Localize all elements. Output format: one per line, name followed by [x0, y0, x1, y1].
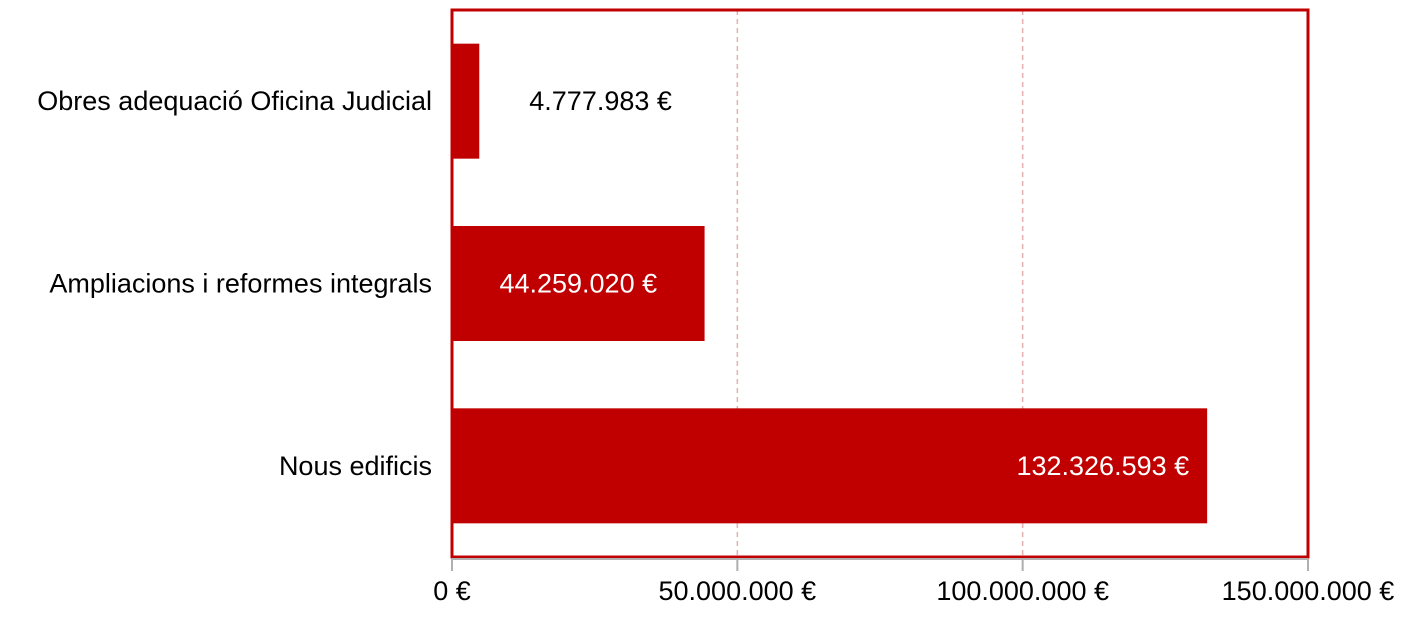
- plot-frame: [450, 8, 1310, 559]
- grid-layer: [736, 10, 1024, 557]
- bar: [452, 43, 480, 159]
- x-tick-label: 100.000.000 €: [936, 576, 1109, 606]
- frame-layer: [450, 8, 1310, 559]
- x-tick-label: 0 €: [433, 576, 471, 606]
- data-label: 4.777.983 €: [529, 86, 672, 116]
- x-tick-label: 50.000.000 €: [659, 576, 817, 606]
- x-tick-label: 150.000.000 €: [1222, 576, 1395, 606]
- data-label: 44.259.020 €: [499, 269, 657, 299]
- label-layer: Obres adequació Oficina Judicial 4.777.98…: [37, 86, 1189, 481]
- bar: [452, 408, 1208, 524]
- bar: [452, 226, 705, 341]
- category-label: Ampliacions i reformes integrals: [49, 269, 432, 299]
- category-label: Nous edificis: [279, 451, 432, 481]
- tick-layer: 0 € 50.000.000 € 100.000.000 € 150.000.000 …: [433, 558, 1395, 606]
- category-label: Obres adequació Oficina Judicial: [37, 86, 432, 116]
- data-label: 132.326.593 €: [1016, 451, 1189, 481]
- bar-layer: [452, 43, 1208, 524]
